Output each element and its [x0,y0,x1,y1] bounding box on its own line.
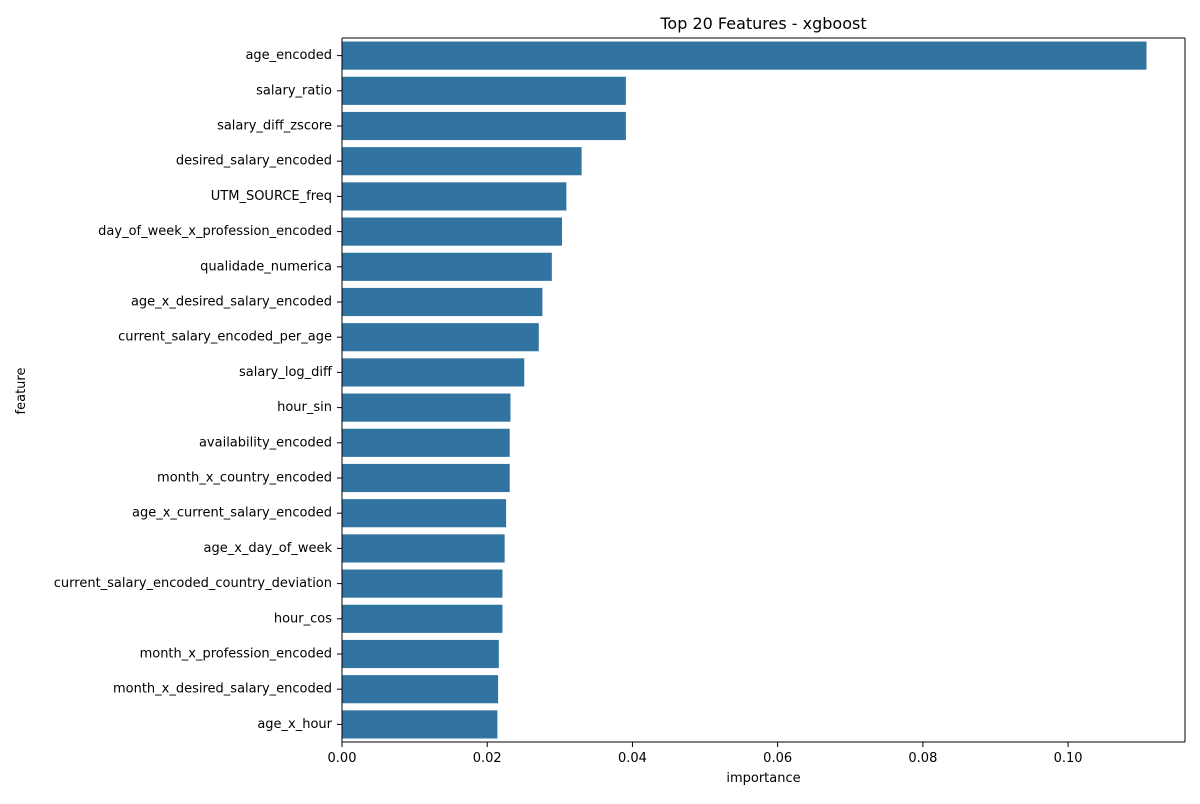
y-tick-label: qualidade_numerica [200,259,332,274]
y-tick-label: age_encoded [245,48,332,63]
y-tick-label: salary_log_diff [239,365,333,380]
y-tick-label: current_salary_encoded_per_age [118,330,332,345]
x-tick-label: 0.00 [328,751,357,766]
y-tick-label: availability_encoded [199,435,332,450]
bar [342,41,1147,70]
y-tick-label: month_x_desired_salary_encoded [113,682,332,697]
bar [342,358,525,387]
bar [342,323,539,352]
bar [342,534,505,563]
bars-group [342,41,1147,739]
bar [342,675,499,704]
y-axis-ticks: age_encoded salary_ratio salary_diff_zscor… [54,48,342,732]
bar [342,604,503,633]
y-tick-label: hour_sin [277,400,332,415]
bar [342,569,503,598]
bar [342,428,510,457]
x-tick-label: 0.04 [618,751,647,766]
y-tick-label: age_x_day_of_week [203,541,332,556]
bar [342,287,543,317]
y-tick-label: current_salary_encoded_country_deviation [54,576,332,591]
chart-title: Top 20 Features - xgboost [659,14,866,33]
x-tick-label: 0.08 [908,751,937,766]
x-tick-label: 0.02 [473,751,502,766]
bar [342,252,552,281]
bar [342,710,498,739]
bar [342,111,626,141]
y-tick-label: day_of_week_x_profession_encoded [98,224,332,239]
y-tick-label: age_x_current_salary_encoded [132,506,332,521]
x-tick-label: 0.10 [1054,751,1083,766]
y-tick-label: age_x_desired_salary_encoded [131,295,332,310]
y-tick-label: UTM_SOURCE_freq [211,189,332,204]
bar [342,639,499,669]
y-axis-label: feature [14,368,29,415]
bar [342,217,563,246]
x-axis-ticks: 0.00 0.02 0.04 0.06 0.08 0.10 [328,742,1083,766]
bar [342,147,582,176]
x-axis-label: importance [726,771,800,786]
y-tick-label: salary_ratio [256,83,332,98]
y-tick-label: salary_diff_zscore [217,119,332,134]
y-tick-label: month_x_profession_encoded [140,647,332,662]
bar [342,499,507,528]
bar [342,463,510,493]
y-tick-label: desired_salary_encoded [176,154,332,169]
y-tick-label: month_x_country_encoded [157,471,332,486]
y-tick-label: age_x_hour [257,717,332,732]
bar [342,393,511,422]
x-tick-label: 0.06 [763,751,792,766]
bar [342,76,626,105]
y-tick-label: hour_cos [274,611,332,626]
bar [342,182,567,211]
